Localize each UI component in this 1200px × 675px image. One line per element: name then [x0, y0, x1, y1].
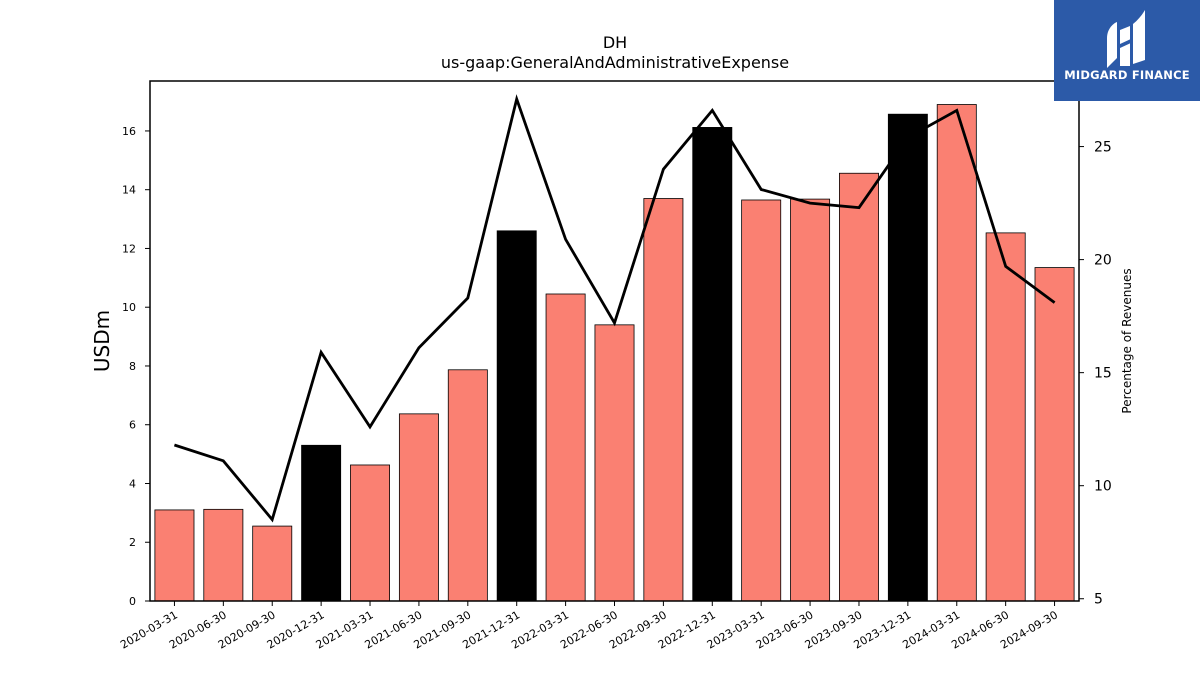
- y2-tick-label: 5: [1094, 592, 1103, 608]
- bar-2024-09-30: [1034, 267, 1075, 602]
- bar-2024-06-30: [985, 232, 1026, 602]
- y2-tick-label: 25: [1094, 140, 1112, 156]
- bar-2022-06-30: [594, 324, 635, 602]
- bar-2023-09-30: [839, 172, 879, 602]
- bar-2023-03-31: [741, 199, 782, 602]
- y-tick-label: 4: [129, 477, 136, 490]
- y-tick-label: 0: [129, 595, 136, 608]
- bar-2022-03-31: [545, 293, 586, 602]
- y-tick-label: 10: [122, 301, 136, 314]
- chart-subtitle: us-gaap:GeneralAndAdministrativeExpense: [441, 53, 789, 72]
- y2-tick-label: 20: [1094, 253, 1112, 269]
- bar-2023-12-31: [887, 113, 928, 602]
- y-tick-label: 16: [122, 125, 136, 138]
- logo-text: MIDGARD FINANCE: [1064, 68, 1190, 82]
- y2-tick-label: 15: [1094, 366, 1112, 382]
- y-axis-label: USDm: [90, 310, 114, 372]
- y-tick-label: 12: [122, 242, 136, 255]
- bar-2021-12-31: [496, 230, 537, 602]
- y2-axis-label: Percentage of Revenues: [1120, 268, 1134, 413]
- y2-tick-label: 10: [1094, 479, 1112, 495]
- line-layer: [173, 94, 1056, 523]
- bar-2020-12-31: [301, 444, 342, 602]
- left-axis: 0 2 4 6 8 10 12 14 16: [122, 125, 150, 608]
- y-tick-label: 8: [129, 360, 136, 373]
- bar-2021-03-31: [350, 464, 390, 602]
- bar-2023-06-30: [790, 198, 831, 602]
- bars-layer: [154, 104, 1075, 602]
- bar-2020-03-31: [154, 509, 195, 602]
- y-tick-label: 2: [129, 536, 136, 549]
- chart-title: DH: [603, 33, 627, 52]
- x-axis: 2020-03-312020-06-302020-09-302020-12-31…: [118, 601, 1060, 652]
- bar-2022-09-30: [643, 198, 684, 602]
- midgard-finance-logo: MIDGARD FINANCE: [1054, 0, 1200, 101]
- midgard-logo-icon: [1107, 10, 1145, 68]
- y-tick-label: 14: [122, 184, 136, 197]
- y-tick-label: 6: [129, 419, 136, 432]
- right-axis: 5 10 15 20 25: [1079, 140, 1112, 608]
- bar-2022-12-31: [692, 127, 733, 602]
- bar-2024-03-31: [936, 104, 977, 602]
- bar-2020-06-30: [203, 508, 244, 602]
- percentage-line: [173, 94, 1056, 523]
- bar-2020-09-30: [252, 525, 293, 602]
- bar-2021-06-30: [398, 413, 439, 602]
- bar-2021-09-30: [447, 369, 488, 602]
